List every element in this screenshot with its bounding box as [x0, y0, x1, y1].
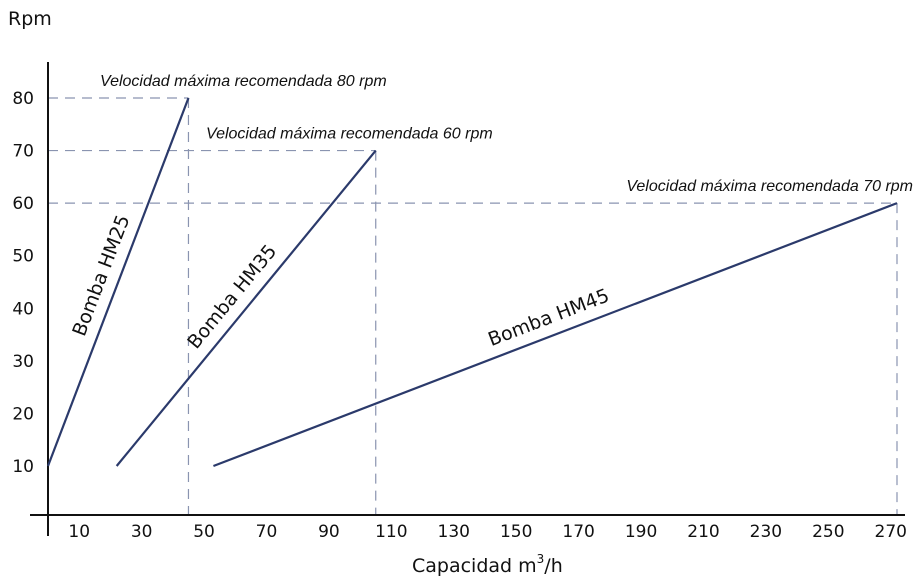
annotation-label: Velocidad máxima recomendada 70 rpm [626, 178, 913, 195]
x-tick-label: 230 [750, 522, 782, 542]
y-tick-label: 70 [12, 142, 34, 162]
x-tick-label: 130 [438, 522, 470, 542]
axes [30, 62, 905, 536]
annotation-label: Velocidad máxima recomendada 60 rpm [206, 126, 493, 143]
y-tick-label: 50 [12, 247, 34, 267]
y-tick-label: 60 [12, 194, 34, 214]
y-tick-label: 40 [12, 299, 34, 319]
x-tick-label: 190 [625, 522, 657, 542]
annotations: Velocidad máxima recomendada 80 rpm Veloc… [100, 73, 913, 195]
x-tick-label: 10 [68, 522, 90, 542]
series-label: Bomba HM25 [68, 212, 134, 339]
x-axis-title-main: Capacidad m [412, 555, 537, 577]
series-lines [46, 97, 898, 468]
y-tick-label: 30 [12, 352, 34, 372]
x-tick-labels: 10 30 50 70 90 110 130 150 170 190 210 230 250 270 [68, 522, 907, 542]
guide-lines [48, 97, 898, 515]
series-label: Bomba HM45 [485, 285, 612, 351]
x-axis-title-tail: /h [544, 555, 562, 577]
y-tick-labels: 10 20 30 40 50 60 70 80 [12, 89, 34, 477]
y-axis-title: Rpm [8, 8, 52, 30]
x-tick-label: 90 [318, 522, 340, 542]
x-axis-title: Capacidad m3/h [412, 552, 563, 577]
series-line [213, 202, 898, 468]
x-tick-label: 210 [687, 522, 719, 542]
x-tick-label: 270 [875, 522, 907, 542]
x-tick-label: 110 [375, 522, 407, 542]
annotation-label: Velocidad máxima recomendada 80 rpm [100, 73, 387, 90]
series-label: Bomba HM35 [183, 241, 281, 354]
y-tick-label: 80 [12, 89, 34, 109]
x-axis-title-sup: 3 [537, 552, 545, 566]
x-tick-label: 70 [256, 522, 278, 542]
y-tick-label: 20 [12, 404, 34, 424]
x-tick-label: 170 [562, 522, 594, 542]
series-line [46, 97, 190, 467]
x-tick-label: 30 [131, 522, 153, 542]
x-tick-label: 150 [500, 522, 532, 542]
series-labels: Bomba HM25 Bomba HM35 Bomba HM45 [68, 212, 612, 353]
x-tick-label: 50 [193, 522, 215, 542]
x-tick-label: 250 [812, 522, 844, 542]
y-tick-label: 10 [12, 457, 34, 477]
series-line [115, 149, 377, 467]
